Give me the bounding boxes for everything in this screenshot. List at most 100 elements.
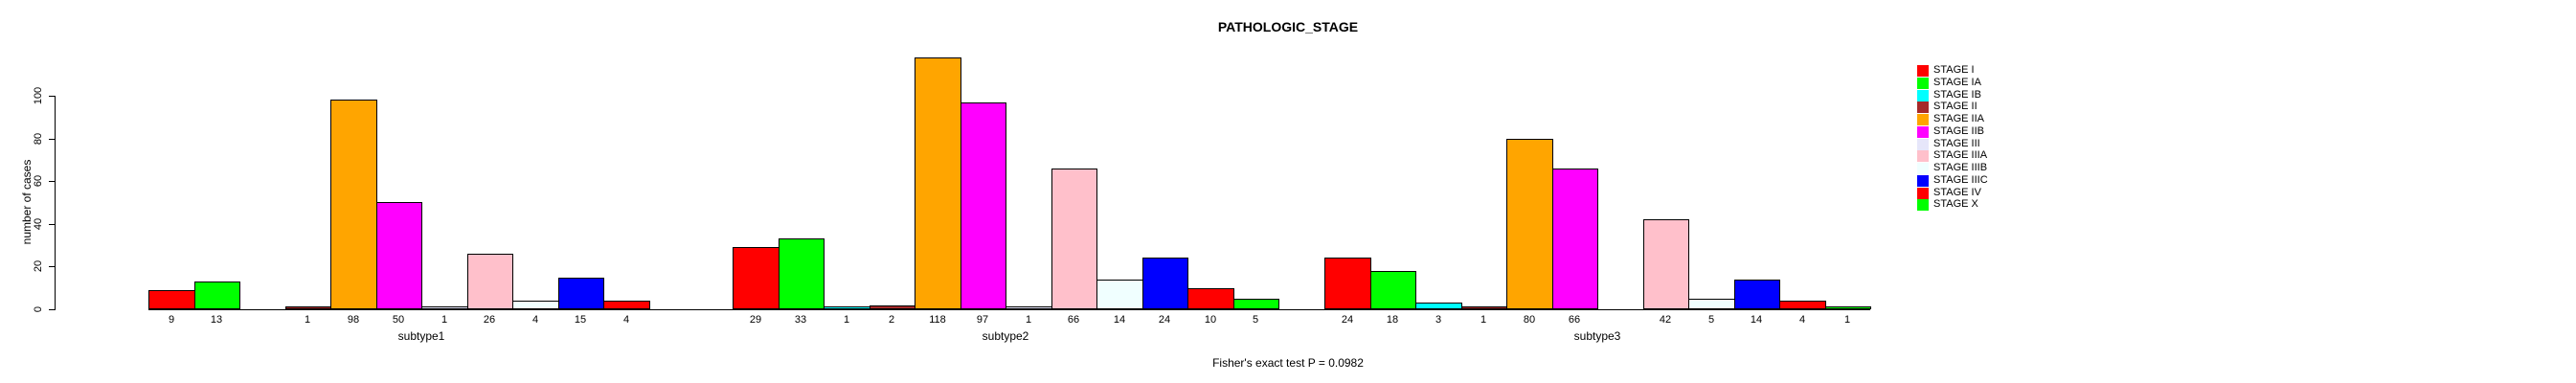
bar-value-label: 1 <box>1843 314 1851 326</box>
legend-label-stage-iiia: STAGE IIIA <box>1933 149 1988 161</box>
x-category-label-subtype2: subtype2 <box>982 329 1029 343</box>
legend-label-stage-iib: STAGE IIB <box>1933 125 1984 137</box>
bar-value-label: 1 <box>843 314 850 326</box>
bar-stage-iiic-subtype3 <box>1734 280 1780 309</box>
legend-swatch-stage-iiia <box>1917 150 1929 162</box>
bar-value-label: 4 <box>1798 314 1806 326</box>
bar-stage-ia-subtype1 <box>194 282 240 309</box>
bar-value-label: 3 <box>1435 314 1442 326</box>
bar-value-label: 10 <box>1204 314 1217 326</box>
bar-stage-iv-subtype2 <box>1187 288 1234 309</box>
bar-stage-iiia-subtype2 <box>1051 169 1097 309</box>
bar-stage-iii-subtype1 <box>421 306 468 309</box>
bar-stage-iiic-subtype1 <box>558 278 604 309</box>
y-tick-label: 60 <box>33 174 44 188</box>
bar-stage-i-subtype2 <box>733 247 780 309</box>
bar-value-label: 80 <box>1523 314 1536 326</box>
legend-swatch-stage-i <box>1917 65 1929 77</box>
bar-stage-i-subtype1 <box>148 290 195 309</box>
legend-label-stage-iia: STAGE IIA <box>1933 113 1984 124</box>
bar-value-label: 5 <box>1707 314 1715 326</box>
bar-value-label: 4 <box>531 314 539 326</box>
legend-label-stage-ii: STAGE II <box>1933 101 1977 112</box>
bar-value-label: 29 <box>749 314 762 326</box>
bar-stage-ib-subtype2 <box>824 306 870 309</box>
bar-value-label: 4 <box>622 314 630 326</box>
chart-title: PATHOLOGIC_STAGE <box>1217 19 1359 34</box>
bar-value-label: 24 <box>1158 314 1171 326</box>
legend-swatch-stage-iiib <box>1917 163 1929 174</box>
bar-stage-iia-subtype3 <box>1506 139 1553 309</box>
bar-stage-iv-subtype1 <box>603 301 650 309</box>
bar-value-label: 50 <box>392 314 405 326</box>
bar-stage-x-subtype2 <box>1233 299 1279 309</box>
bar-stage-iiia-subtype3 <box>1643 219 1689 309</box>
bar-stage-iib-subtype3 <box>1552 169 1598 309</box>
legend-swatch-stage-iiic <box>1917 175 1929 187</box>
bar-value-label: 33 <box>794 314 807 326</box>
y-tick-mark <box>49 309 55 310</box>
bar-stage-ii-subtype1 <box>285 306 331 309</box>
y-tick-label: 20 <box>33 259 44 273</box>
bar-value-label: 2 <box>888 314 895 326</box>
bar-value-label: 42 <box>1659 314 1672 326</box>
bar-value-label: 97 <box>976 314 989 326</box>
bar-stage-iib-subtype2 <box>960 102 1006 309</box>
bar-value-label: 118 <box>929 314 946 326</box>
bar-stage-x-subtype3 <box>1825 306 1871 309</box>
bar-stage-ii-subtype3 <box>1461 306 1507 309</box>
y-tick-label: 100 <box>33 86 44 105</box>
bar-stage-iiic-subtype2 <box>1142 258 1188 309</box>
legend-label-stage-iiic: STAGE IIIC <box>1933 174 1988 186</box>
legend-label-stage-i: STAGE I <box>1933 64 1975 76</box>
bar-stage-iiib-subtype1 <box>512 301 559 309</box>
x-axis-line <box>148 309 1870 310</box>
y-tick-mark <box>49 181 55 182</box>
bar-stage-ia-subtype3 <box>1370 271 1416 309</box>
bar-value-label: 18 <box>1386 314 1399 326</box>
bar-value-label: 9 <box>168 314 175 326</box>
legend-swatch-stage-ib <box>1917 90 1929 101</box>
bar-value-label: 24 <box>1341 314 1354 326</box>
bar-value-label: 1 <box>1480 314 1487 326</box>
legend-swatch-stage-iv <box>1917 188 1929 199</box>
x-category-label-subtype3: subtype3 <box>1573 329 1621 343</box>
y-axis-line <box>55 96 56 310</box>
legend-label-stage-ib: STAGE IB <box>1933 89 1981 101</box>
bar-value-label: 15 <box>574 314 587 326</box>
y-tick-label: 80 <box>33 132 44 146</box>
legend-swatch-stage-x <box>1917 199 1929 211</box>
legend-swatch-stage-iia <box>1917 114 1929 125</box>
legend-label-stage-iiib: STAGE IIIB <box>1933 162 1988 173</box>
legend-label-stage-iv: STAGE IV <box>1933 187 1981 198</box>
bar-stage-iv-subtype3 <box>1779 301 1826 309</box>
bar-value-label: 13 <box>210 314 223 326</box>
bar-value-label: 98 <box>347 314 360 326</box>
y-tick-mark <box>49 139 55 140</box>
bar-value-label: 1 <box>304 314 311 326</box>
legend-swatch-stage-ii <box>1917 101 1929 113</box>
bar-value-label: 14 <box>1750 314 1763 326</box>
legend-label-stage-iii: STAGE III <box>1933 138 1980 149</box>
y-tick-label: 40 <box>33 217 44 231</box>
bar-stage-iiib-subtype3 <box>1688 299 1735 309</box>
bar-value-label: 66 <box>1568 314 1581 326</box>
fisher-test-annotation: Fisher's exact test P = 0.0982 <box>1212 356 1364 370</box>
bar-stage-iia-subtype1 <box>330 100 377 309</box>
legend-swatch-stage-iii <box>1917 139 1929 150</box>
bar-stage-ii-subtype2 <box>870 305 915 309</box>
bar-value-label: 1 <box>441 314 448 326</box>
bar-stage-iia-subtype2 <box>915 57 961 309</box>
x-category-label-subtype1: subtype1 <box>397 329 445 343</box>
y-tick-mark <box>49 96 55 97</box>
y-tick-label: 0 <box>33 305 44 313</box>
bar-stage-ia-subtype2 <box>779 238 825 309</box>
legend-label-stage-x: STAGE X <box>1933 198 1978 210</box>
legend-swatch-stage-iib <box>1917 126 1929 138</box>
y-axis-label: number of cases <box>20 159 34 245</box>
legend-label-stage-ia: STAGE IA <box>1933 77 1981 88</box>
bar-value-label: 14 <box>1113 314 1126 326</box>
bar-value-label: 5 <box>1252 314 1259 326</box>
legend-swatch-stage-ia <box>1917 78 1929 89</box>
